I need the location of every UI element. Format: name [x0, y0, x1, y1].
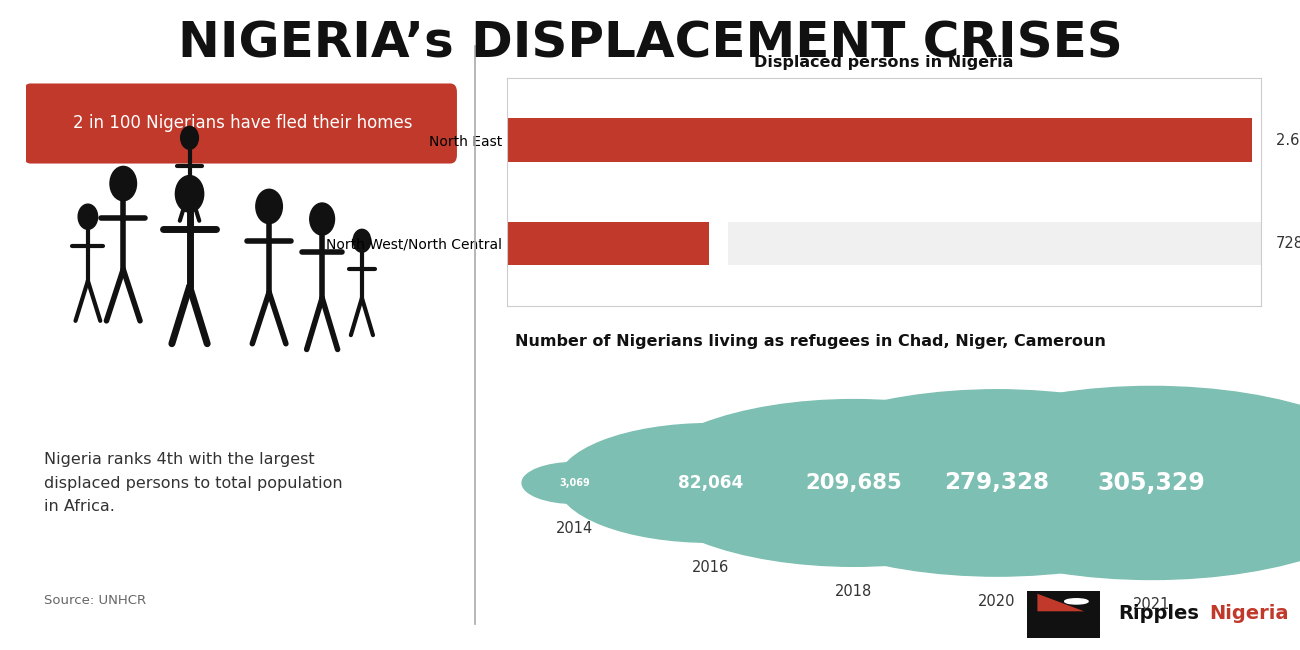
Circle shape: [111, 166, 136, 201]
Text: 2 in 100 Nigerians have fled their homes: 2 in 100 Nigerians have fled their homes: [73, 114, 412, 133]
Text: Nigeria ranks 4th with the largest
displaced persons to total population
in Afri: Nigeria ranks 4th with the largest displ…: [44, 452, 342, 514]
Text: Nigeria: Nigeria: [1209, 604, 1288, 623]
Text: Number of Nigerians living as refugees in Chad, Niger, Cameroun: Number of Nigerians living as refugees i…: [515, 334, 1105, 349]
Text: 2021: 2021: [1134, 597, 1170, 612]
Circle shape: [256, 189, 282, 224]
Circle shape: [176, 176, 204, 212]
Polygon shape: [1037, 594, 1084, 611]
FancyBboxPatch shape: [1027, 591, 1100, 638]
Text: NIGERIA’s DISPLACEMENT CRISES: NIGERIA’s DISPLACEMENT CRISES: [178, 20, 1122, 68]
Circle shape: [78, 204, 98, 229]
Text: 728,688: 728,688: [1277, 236, 1300, 251]
Text: 2020: 2020: [979, 593, 1015, 608]
FancyBboxPatch shape: [23, 83, 458, 164]
Text: 82,064: 82,064: [679, 474, 744, 492]
Bar: [507, 118, 1261, 162]
Circle shape: [1065, 599, 1088, 604]
Text: 3,069: 3,069: [559, 478, 590, 488]
Text: 2.6 million: 2.6 million: [1277, 133, 1300, 148]
Bar: [507, 222, 719, 265]
Circle shape: [523, 463, 628, 503]
Bar: [507, 118, 1261, 162]
Text: 2018: 2018: [835, 584, 872, 599]
Circle shape: [640, 400, 1069, 566]
Circle shape: [902, 386, 1300, 580]
Text: 209,685: 209,685: [806, 473, 902, 493]
Circle shape: [558, 424, 863, 542]
Bar: [507, 222, 1261, 265]
Text: 2016: 2016: [692, 560, 729, 575]
Circle shape: [309, 203, 334, 235]
Text: Ripples: Ripples: [1118, 604, 1199, 623]
Text: Source: UNHCR: Source: UNHCR: [44, 594, 146, 607]
Circle shape: [354, 229, 370, 252]
Circle shape: [181, 126, 199, 150]
Text: 2014: 2014: [556, 521, 594, 536]
Text: 305,329: 305,329: [1097, 471, 1205, 495]
Bar: [1252, 118, 1270, 162]
Title: Displaced persons in Nigeria: Displaced persons in Nigeria: [754, 55, 1014, 70]
Text: 279,328: 279,328: [945, 471, 1049, 495]
Bar: [708, 222, 728, 265]
Circle shape: [757, 390, 1238, 576]
